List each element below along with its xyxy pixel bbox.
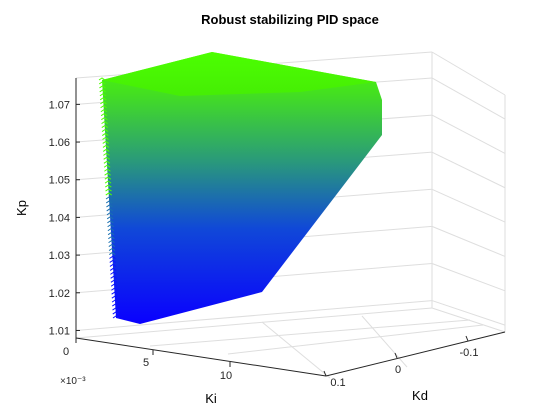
z-tick-labels: 1.01 1.02 1.03 1.04 1.05 1.06 1.07 bbox=[49, 99, 80, 337]
edge-marker bbox=[111, 295, 119, 299]
x-axis-line bbox=[75, 337, 327, 377]
x-exponent-label: ×10⁻³ bbox=[60, 376, 86, 387]
edge-marker bbox=[102, 144, 110, 148]
z-tick-label: 1.01 bbox=[49, 325, 70, 337]
edge-marker bbox=[101, 128, 109, 132]
edge-marker bbox=[98, 81, 106, 85]
edge-marker bbox=[112, 315, 120, 319]
edge-marker bbox=[106, 204, 113, 208]
z-gridline bbox=[431, 114, 506, 154]
edge-marker bbox=[107, 232, 115, 236]
chart-title: Robust stabilizing PID space bbox=[201, 12, 379, 27]
edge-marker bbox=[100, 109, 108, 113]
edge-marker bbox=[108, 236, 115, 240]
z-gridline bbox=[431, 77, 506, 120]
edge-marker bbox=[112, 307, 119, 311]
edge-marker bbox=[108, 251, 116, 255]
y-axis-label: Kd bbox=[412, 388, 428, 403]
edge-marker bbox=[103, 164, 111, 168]
edge-marker bbox=[109, 263, 117, 267]
edge-marker bbox=[106, 212, 114, 216]
edge-marker bbox=[103, 156, 110, 160]
edge-marker bbox=[104, 172, 111, 176]
edge-marker bbox=[105, 196, 113, 200]
edge-marker bbox=[99, 97, 107, 101]
edge-marker bbox=[110, 271, 117, 275]
edge-marker bbox=[105, 192, 113, 196]
edge-marker bbox=[101, 124, 109, 129]
z-tick-label: 1.05 bbox=[49, 175, 70, 187]
axes bbox=[75, 78, 506, 377]
edge-marker bbox=[104, 180, 112, 184]
edge-marker bbox=[100, 113, 108, 117]
z-gridline bbox=[431, 151, 506, 189]
z-tick-label: 1.07 bbox=[49, 99, 70, 111]
edge-marker bbox=[105, 188, 112, 192]
edge-marker bbox=[107, 220, 114, 224]
edge-marker bbox=[101, 132, 109, 136]
edge-marker bbox=[99, 89, 106, 93]
y-axis-line bbox=[325, 331, 506, 377]
edge-marker bbox=[102, 140, 110, 144]
edge-marker bbox=[108, 247, 116, 251]
edge-marker bbox=[112, 311, 120, 315]
edge-marker bbox=[110, 279, 118, 283]
edge-marker bbox=[99, 85, 106, 89]
surface-front-face bbox=[102, 52, 382, 324]
edge-marker bbox=[100, 101, 107, 105]
surface-edge-markers bbox=[98, 77, 120, 319]
edge-marker bbox=[112, 303, 119, 307]
x-tick-label: 0 bbox=[63, 346, 69, 358]
x-tick-label: 10 bbox=[220, 370, 232, 382]
z-gridline bbox=[431, 225, 506, 257]
edge-marker bbox=[106, 216, 114, 220]
edge-marker bbox=[101, 117, 108, 121]
edge-marker bbox=[104, 168, 111, 172]
edge-marker bbox=[109, 259, 117, 263]
z-tick-label: 1.03 bbox=[49, 250, 70, 262]
edge-marker bbox=[107, 224, 114, 228]
surface-plot bbox=[98, 52, 382, 324]
z-gridline bbox=[431, 188, 506, 223]
edge-marker bbox=[106, 208, 113, 212]
edge-marker bbox=[102, 136, 109, 140]
surface-top-face bbox=[102, 52, 376, 96]
z-gridline bbox=[431, 300, 506, 326]
edge-marker bbox=[98, 77, 106, 81]
edge-marker bbox=[104, 176, 112, 180]
edge-marker bbox=[101, 121, 108, 125]
edge-marker bbox=[108, 240, 115, 244]
edge-marker bbox=[109, 267, 117, 271]
edge-marker bbox=[111, 299, 119, 303]
edge-marker bbox=[111, 287, 118, 291]
edge-marker bbox=[110, 283, 118, 287]
y-tick-label: -0.1 bbox=[460, 347, 479, 359]
edge-marker bbox=[102, 148, 110, 152]
edge-marker bbox=[110, 275, 117, 279]
x-tick-label: 5 bbox=[143, 357, 149, 369]
z-gridline bbox=[431, 263, 506, 292]
edge-marker bbox=[105, 184, 112, 188]
edge-marker bbox=[103, 160, 111, 164]
edge-marker bbox=[99, 93, 107, 97]
edge-marker bbox=[100, 105, 107, 109]
z-gridline bbox=[75, 300, 433, 331]
z-tick-label: 1.04 bbox=[49, 212, 70, 224]
z-tick-label: 1.06 bbox=[49, 137, 70, 149]
edge-marker bbox=[109, 255, 116, 259]
z-tick-label: 1.02 bbox=[49, 288, 70, 300]
z-axis-label: Kp bbox=[14, 200, 29, 216]
edge-marker bbox=[108, 243, 116, 248]
y-tick-label: 0 bbox=[395, 364, 401, 376]
edge-marker bbox=[105, 200, 113, 204]
edge-marker bbox=[107, 228, 115, 232]
y-tick-label: 0.1 bbox=[330, 377, 345, 389]
x-axis-label: Ki bbox=[205, 391, 217, 406]
edge-marker bbox=[103, 152, 110, 156]
edge-marker bbox=[111, 291, 118, 295]
